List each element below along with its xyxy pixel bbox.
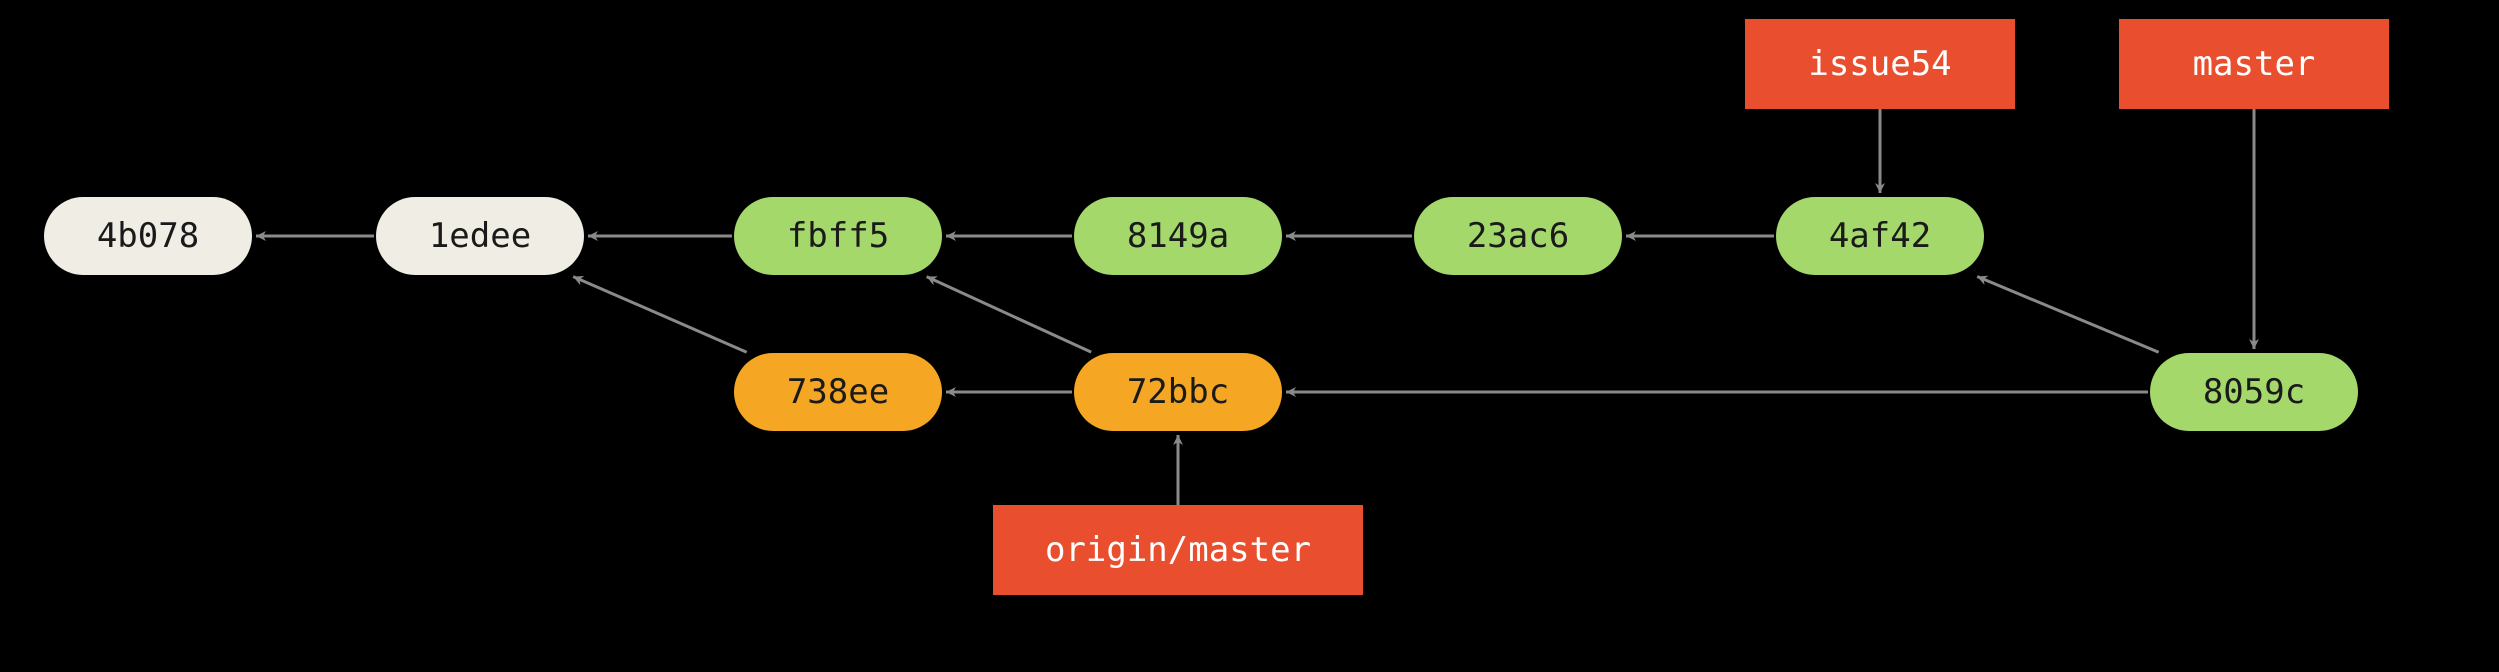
- commit-hash: 8149a: [1127, 216, 1229, 256]
- commit-hash: 1edee: [429, 216, 531, 256]
- commit-node: 4b078: [44, 197, 252, 275]
- branch-label-box: issue54: [1745, 19, 2015, 109]
- commit-hash: 72bbc: [1127, 372, 1229, 412]
- branch-name: origin/master: [1045, 530, 1311, 570]
- commit-node: fbff5: [734, 197, 942, 275]
- branch-label-box: master: [2119, 19, 2389, 109]
- branch-name: issue54: [1808, 44, 1951, 84]
- commit-hash: 23ac6: [1467, 216, 1569, 256]
- commit-hash: 738ee: [787, 372, 889, 412]
- git-graph-diagram: 4b078 1edee fbff5 8149a 23ac6 4af42 738ee 72bbc…: [0, 0, 2499, 672]
- commit-hash: 4b078: [97, 216, 199, 256]
- branch-name: master: [2193, 44, 2316, 84]
- commit-hash: 4af42: [1829, 216, 1931, 256]
- commit-node: 1edee: [376, 197, 584, 275]
- commit-node: 8149a: [1074, 197, 1282, 275]
- commit-node: 23ac6: [1414, 197, 1622, 275]
- commit-hash: 8059c: [2203, 372, 2305, 412]
- commit-node: 72bbc: [1074, 353, 1282, 431]
- commit-node: 4af42: [1776, 197, 1984, 275]
- commit-node: 738ee: [734, 353, 942, 431]
- branch-label-box: origin/master: [993, 505, 1363, 595]
- commit-hash: fbff5: [787, 216, 889, 256]
- commit-node: 8059c: [2150, 353, 2358, 431]
